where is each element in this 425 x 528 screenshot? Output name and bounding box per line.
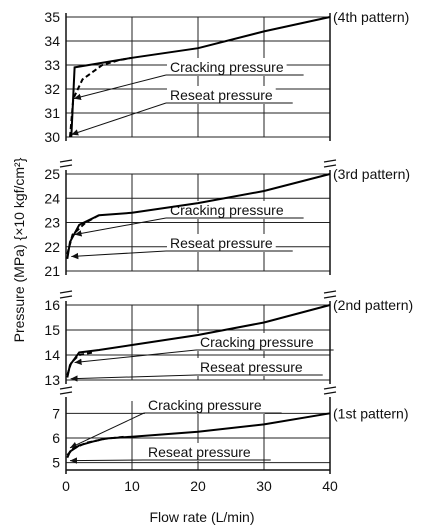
x-tick-label: 40 [322, 478, 338, 494]
y-tick-label: 14 [44, 347, 60, 363]
pattern-label: (2nd pattern) [333, 297, 413, 313]
axis-break-gap [324, 387, 336, 395]
y-tick-label: 15 [44, 322, 60, 338]
panel-2: 21 22 23 24 25 Cracking pressure Reseat pressu… [44, 159, 410, 279]
cracking-pressure-label: Cracking pressure [148, 397, 262, 413]
reseat-curve [66, 351, 93, 376]
x-tick-label: 20 [190, 478, 206, 494]
pattern-label: (1st pattern) [333, 405, 408, 421]
y-axis-title: Pressure (MPa) {×10 kgf/cm²} [11, 157, 27, 342]
axis-break-mark [323, 295, 337, 299]
axis-break-mark [59, 290, 73, 294]
axis-break-mark [323, 391, 337, 395]
cracking-pressure-label: Cracking pressure [170, 202, 284, 218]
y-tick-label: 5 [52, 455, 60, 471]
axis-break-gap [60, 160, 72, 168]
y-tick-label: 35 [44, 9, 60, 25]
panel-3: 13 14 15 16 Cracking pressure Reseat pressure… [44, 290, 413, 388]
axis-break-gap [324, 291, 336, 299]
leader-arrow [69, 457, 145, 464]
leader-arrow [69, 412, 145, 449]
label-bg [167, 201, 287, 219]
cracking-pressure-label: Cracking pressure [170, 59, 284, 75]
y-tick-label: 30 [44, 129, 60, 145]
y-tick-label: 32 [44, 81, 60, 97]
y-tick-label: 7 [52, 405, 60, 421]
axis-break-mark [59, 159, 73, 163]
axis-break-mark [323, 290, 337, 294]
y-tick-label: 23 [44, 215, 60, 231]
leader-arrow [73, 74, 167, 100]
y-tick-label: 34 [44, 33, 60, 49]
y-tick-label: 25 [44, 166, 60, 182]
panel-1: 30 31 32 33 34 35 Cracking pressure Reseat pres… [44, 9, 409, 145]
x-tick-label: 0 [62, 478, 70, 494]
reseat-pressure-label: Reseat pressure [170, 235, 273, 251]
leader-arrow [74, 349, 197, 365]
pattern-label: (3rd pattern) [333, 166, 410, 182]
x-axis-ticks: 0 10 20 30 40 [62, 478, 338, 494]
y-tick-label: 21 [44, 263, 60, 279]
label-bg [167, 234, 276, 252]
chart-panels: 30 31 32 33 34 35 Cracking pressure Reseat pres… [44, 9, 413, 474]
axis-break-mark [59, 386, 73, 390]
axis-break-mark [323, 386, 337, 390]
x-axis-title: Flow rate (L/min) [149, 509, 254, 525]
label-bg [197, 333, 317, 351]
reseat-pressure-label: Reseat pressure [170, 87, 273, 103]
reseat-pressure-label: Reseat pressure [200, 359, 303, 375]
cracking-pressure-label: Cracking pressure [200, 334, 314, 350]
y-tick-label: 22 [44, 239, 60, 255]
label-bg [197, 358, 306, 376]
x-tick-label: 30 [256, 478, 272, 494]
reseat-pressure-label: Reseat pressure [148, 444, 251, 460]
cracking-curve [66, 173, 331, 260]
label-bg [145, 443, 254, 461]
axis-break-mark [59, 391, 73, 395]
reseat-curve [66, 214, 100, 255]
cracking-curve [70, 16, 331, 138]
axis-break-gap [60, 291, 72, 299]
axis-break-gap [60, 387, 72, 395]
y-tick-label: 31 [44, 105, 60, 121]
x-tick-label: 10 [124, 478, 140, 494]
label-bg [167, 86, 276, 104]
leader-arrow [74, 217, 167, 237]
panel-4: 5 6 7 Cracking pressure Reseat pressure (1st … [52, 386, 408, 474]
y-tick-label: 6 [52, 430, 60, 446]
y-tick-label: 16 [44, 297, 60, 313]
reseat-curve [69, 56, 133, 138]
label-bg [167, 58, 287, 76]
axis-break-gap [324, 160, 336, 168]
axis-break-mark [323, 159, 337, 163]
axis-break-mark [323, 164, 337, 168]
y-tick-label: 13 [44, 372, 60, 388]
leader-arrow [70, 374, 197, 382]
axis-break-mark [59, 164, 73, 168]
leader-arrow [71, 102, 167, 136]
label-bg [145, 396, 265, 414]
axis-break-mark [59, 295, 73, 299]
reseat-curve [66, 435, 126, 456]
pattern-label: (4th pattern) [333, 9, 409, 25]
leader-arrow [71, 250, 167, 260]
y-tick-label: 24 [44, 190, 60, 206]
y-tick-label: 33 [44, 57, 60, 73]
